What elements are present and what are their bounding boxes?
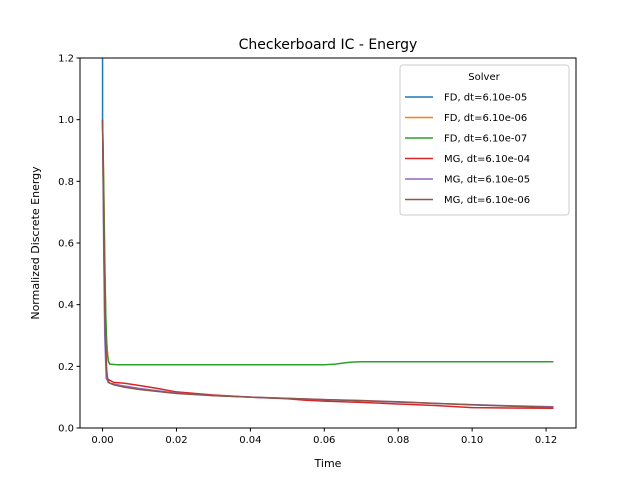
x-axis-label: Time: [314, 457, 342, 470]
y-tick-label: 0.8: [58, 177, 74, 188]
y-tick-label: 0.0: [58, 424, 74, 435]
series-line-6: [101, 119, 554, 409]
x-tick-label: 0.06: [313, 435, 335, 446]
y-tick-label: 0.2: [58, 362, 74, 373]
x-tick-label: 0.10: [461, 435, 483, 446]
legend-label-1: FD, dt=6.10e-05: [444, 93, 527, 104]
x-tick-label: 0.12: [535, 435, 557, 446]
x-tick-label: 0.04: [239, 435, 261, 446]
x-tick-label: 0.08: [387, 435, 409, 446]
y-tick-label: 0.6: [58, 239, 74, 250]
y-tick-label: 1.2: [58, 54, 74, 65]
y-axis-ticks: 0.0 0.2 0.4 0.6 0.8 1.0 1.2: [58, 54, 80, 435]
y-tick-label: 1.0: [58, 115, 74, 126]
x-axis-ticks: 0.00 0.02 0.04 0.06 0.08 0.10 0.12: [91, 428, 557, 446]
chart-title: Checkerboard IC - Energy: [239, 37, 418, 53]
legend-label-6: MG, dt=6.10e-06: [444, 195, 530, 206]
x-tick-label: 0.00: [91, 435, 113, 446]
legend-label-2: FD, dt=6.10e-06: [444, 113, 527, 124]
y-tick-label: 0.4: [58, 300, 74, 311]
legend-label-4: MG, dt=6.10e-04: [444, 154, 530, 165]
series-layer: [101, 58, 554, 410]
legend-box: [399, 64, 570, 216]
y-axis-label: Normalized Discrete Energy: [29, 166, 42, 320]
legend-items: FD, dt=6.10e-05 FD, dt=6.10e-06 FD, dt=6.1…: [405, 93, 530, 206]
legend-label-5: MG, dt=6.10e-05: [444, 175, 530, 186]
x-tick-label: 0.02: [165, 435, 187, 446]
legend-label-3: FD, dt=6.10e-07: [444, 134, 527, 145]
legend-title: Solver: [468, 72, 500, 83]
